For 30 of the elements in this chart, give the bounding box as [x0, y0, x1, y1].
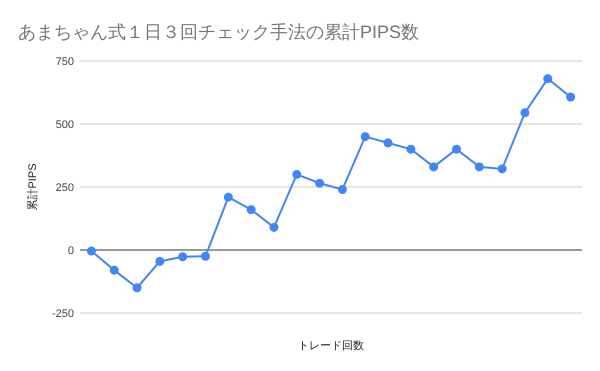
point	[452, 144, 461, 154]
point	[292, 170, 302, 179]
point	[360, 132, 370, 142]
point	[201, 252, 210, 261]
point	[224, 192, 233, 202]
point	[110, 266, 119, 275]
point	[566, 92, 576, 102]
y-tick-label: 0	[68, 245, 74, 257]
point	[429, 162, 438, 172]
point	[474, 162, 484, 172]
point	[178, 252, 188, 262]
y-tick-label: 500	[56, 119, 74, 131]
point	[338, 185, 347, 194]
point	[543, 74, 552, 84]
y-tick-label: -250	[52, 308, 74, 320]
y-tick-label: 750	[56, 56, 74, 68]
chart-title: あまちゃん式１日３回チェック手法の累計PIPS数	[18, 22, 420, 42]
point	[384, 138, 393, 148]
point	[520, 108, 530, 118]
point	[86, 246, 96, 256]
point	[315, 178, 324, 188]
point	[246, 205, 256, 214]
point	[498, 164, 507, 174]
point	[269, 222, 278, 232]
x-axis-title: トレード回数	[298, 340, 364, 352]
y-tick-label: 250	[56, 182, 74, 194]
point	[155, 256, 164, 266]
point	[406, 144, 416, 154]
point	[132, 283, 142, 292]
y-axis-title: 累計PIPS	[26, 163, 39, 211]
